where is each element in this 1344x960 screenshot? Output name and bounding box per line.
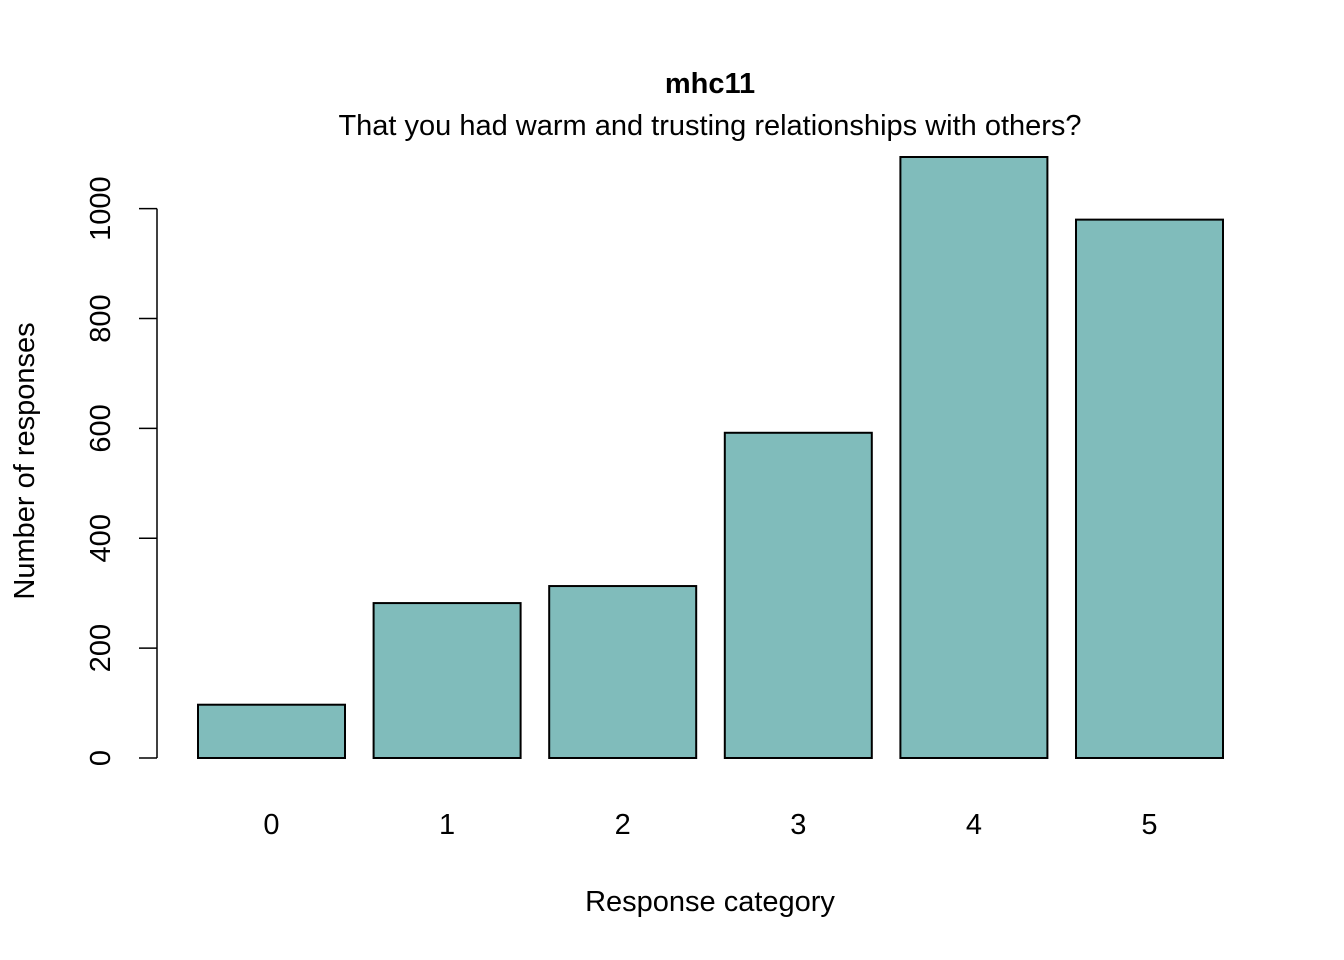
chart-title: mhc11 — [665, 68, 755, 100]
y-axis-label: Number of responses — [9, 322, 41, 599]
x-tick-label: 1 — [439, 809, 455, 841]
y-axis: 0 200 400 600 800 1000 — [85, 176, 158, 766]
bar-2 — [548, 585, 698, 760]
y-tick-label: 0 — [85, 750, 117, 766]
x-tick-label: 4 — [966, 809, 982, 841]
bar-1 — [372, 602, 522, 759]
x-tick-label: 0 — [263, 809, 279, 841]
bars-group — [197, 156, 1224, 760]
x-axis-label: Response category — [585, 886, 835, 918]
bar-5 — [1075, 218, 1224, 759]
y-tick-label: 1000 — [85, 176, 117, 241]
bar-4 — [899, 156, 1049, 759]
y-tick-label: 400 — [85, 514, 117, 562]
y-tick-label: 800 — [85, 294, 117, 342]
x-tick-label: 2 — [615, 809, 631, 841]
x-tick-label: 3 — [790, 809, 806, 841]
bar-0 — [197, 703, 346, 759]
x-tick-labels: 0 1 2 3 4 5 — [263, 809, 1157, 841]
y-tick-label: 200 — [85, 624, 117, 672]
y-tick-label: 600 — [85, 404, 117, 452]
x-tick-label: 5 — [1141, 809, 1157, 841]
chart-subtitle: That you had warm and trusting relations… — [338, 110, 1081, 142]
bar-3 — [723, 431, 873, 759]
